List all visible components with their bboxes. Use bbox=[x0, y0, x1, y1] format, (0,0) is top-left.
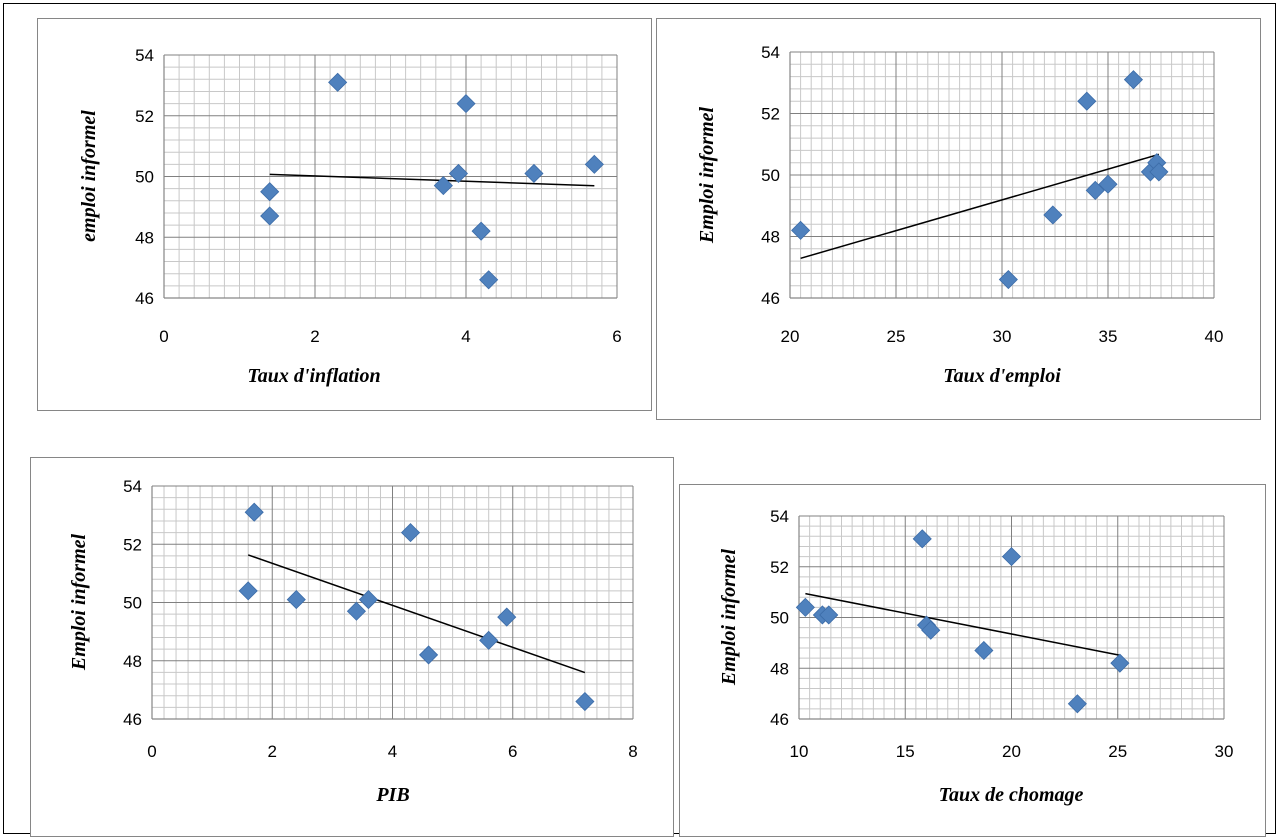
x-axis-title: Taux d'emploi bbox=[943, 365, 1061, 387]
x-tick-label: 2 bbox=[310, 327, 319, 346]
data-point bbox=[1098, 174, 1118, 194]
x-tick-label: 10 bbox=[790, 742, 809, 761]
data-point bbox=[1110, 653, 1130, 673]
x-tick-label: 4 bbox=[388, 742, 397, 761]
data-point bbox=[998, 269, 1018, 290]
x-tick-label: 25 bbox=[887, 327, 906, 346]
data-point bbox=[974, 640, 994, 661]
data-point bbox=[791, 220, 811, 240]
x-tick-label: 2 bbox=[268, 742, 277, 761]
x-tick-label: 25 bbox=[1108, 742, 1127, 761]
data-point bbox=[1085, 180, 1105, 200]
y-tick-label: 48 bbox=[123, 652, 142, 671]
y-tick-label: 46 bbox=[770, 710, 789, 729]
y-tick-label: 54 bbox=[135, 46, 154, 65]
y-tick-label: 50 bbox=[135, 168, 154, 187]
x-axis-title: PIB bbox=[375, 784, 409, 806]
y-tick-label: 50 bbox=[761, 166, 780, 185]
data-point bbox=[448, 163, 469, 184]
data-point bbox=[921, 620, 941, 640]
data-point bbox=[795, 597, 815, 617]
data-point bbox=[1001, 547, 1022, 567]
data-point bbox=[358, 590, 379, 610]
x-tick-label: 4 bbox=[461, 327, 470, 346]
y-tick-label: 50 bbox=[123, 594, 142, 613]
y-tick-label: 46 bbox=[123, 710, 142, 729]
data-point bbox=[584, 154, 604, 174]
x-tick-label: 8 bbox=[628, 742, 637, 761]
x-tick-label: 30 bbox=[993, 327, 1012, 346]
y-tick-label: 48 bbox=[761, 228, 780, 247]
trendline bbox=[247, 554, 586, 674]
data-point bbox=[524, 163, 544, 184]
x-tick-label: 20 bbox=[781, 327, 800, 346]
y-tick-label: 52 bbox=[123, 535, 142, 554]
y-tick-label: 52 bbox=[761, 105, 780, 124]
y-axis-title: Emploi informel bbox=[68, 533, 90, 671]
x-tick-label: 35 bbox=[1099, 327, 1118, 346]
y-axis-title: Emploi informel bbox=[696, 106, 718, 244]
data-point bbox=[260, 182, 280, 202]
y-tick-label: 48 bbox=[135, 228, 154, 247]
x-tick-label: 0 bbox=[147, 742, 156, 761]
y-tick-label: 50 bbox=[770, 609, 789, 628]
data-point bbox=[419, 645, 439, 665]
x-tick-label: 15 bbox=[896, 742, 915, 761]
y-axis-title: emploi informel bbox=[78, 110, 100, 242]
x-tick-label: 6 bbox=[612, 327, 621, 346]
data-point bbox=[1077, 91, 1097, 111]
data-point bbox=[238, 581, 258, 601]
chart-panel-chomage bbox=[679, 484, 1266, 837]
data-point bbox=[433, 176, 453, 196]
trendline bbox=[269, 173, 595, 187]
data-point bbox=[819, 605, 839, 625]
y-axis-title: Emploi informel bbox=[718, 548, 740, 686]
trendline bbox=[800, 153, 1160, 260]
data-point bbox=[575, 691, 595, 712]
data-point bbox=[497, 607, 517, 627]
data-point bbox=[479, 270, 499, 290]
data-point bbox=[471, 221, 491, 241]
trendline bbox=[805, 592, 1121, 656]
data-point bbox=[1067, 694, 1087, 714]
data-point bbox=[260, 206, 280, 226]
data-point bbox=[328, 72, 348, 92]
x-tick-label: 20 bbox=[1002, 742, 1021, 761]
x-axis-title: Taux d'inflation bbox=[247, 365, 380, 387]
x-tick-label: 0 bbox=[159, 327, 168, 346]
data-point bbox=[912, 529, 932, 549]
data-point bbox=[346, 601, 366, 621]
y-tick-label: 52 bbox=[770, 558, 789, 577]
y-tick-label: 52 bbox=[135, 107, 154, 126]
x-axis-title: Taux de chomage bbox=[939, 784, 1084, 806]
data-point bbox=[400, 523, 421, 543]
x-tick-label: 40 bbox=[1205, 327, 1224, 346]
y-tick-label: 46 bbox=[761, 289, 780, 308]
x-tick-label: 6 bbox=[508, 742, 517, 761]
data-point bbox=[244, 502, 264, 522]
data-point bbox=[479, 630, 499, 650]
data-point bbox=[1123, 70, 1144, 90]
data-point bbox=[456, 94, 476, 114]
y-tick-label: 46 bbox=[135, 289, 154, 308]
chart-panel-emploi bbox=[656, 18, 1261, 420]
y-tick-label: 54 bbox=[123, 477, 142, 496]
x-tick-label: 30 bbox=[1215, 742, 1234, 761]
y-tick-label: 54 bbox=[770, 507, 789, 526]
y-tick-label: 54 bbox=[761, 43, 780, 62]
data-point bbox=[286, 590, 306, 610]
data-point bbox=[1043, 205, 1063, 225]
data-point bbox=[1149, 162, 1169, 182]
y-tick-label: 48 bbox=[770, 659, 789, 678]
